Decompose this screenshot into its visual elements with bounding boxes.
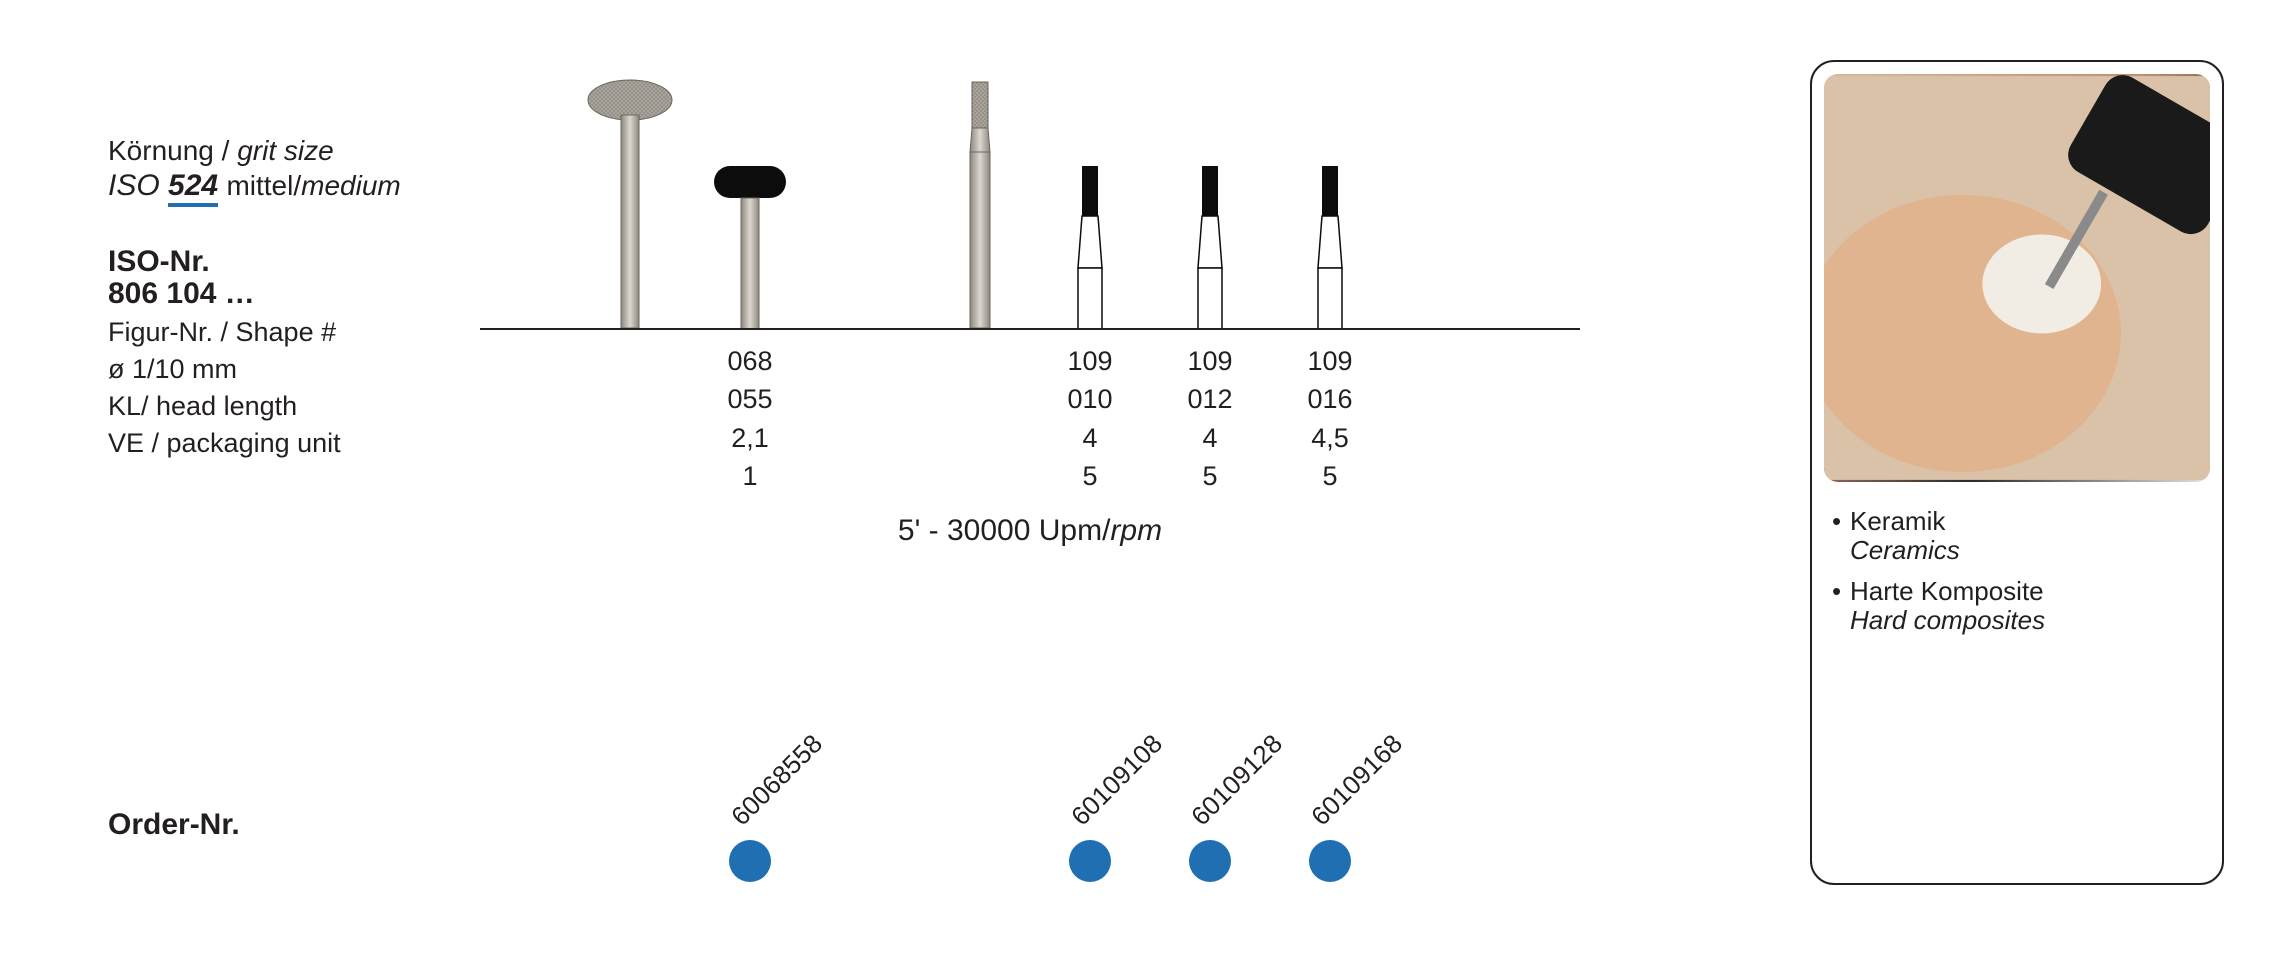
val-packaging: 5 — [1145, 457, 1275, 495]
grit-size-label: Körnung / grit size — [108, 135, 468, 167]
row-packaging-label: VE / packaging unit — [108, 428, 468, 459]
tool-cylinder-black — [1310, 118, 1350, 328]
val-packaging: 5 — [1265, 457, 1395, 495]
application-photo — [1824, 74, 2210, 482]
product-column: 109 012 4 5 — [1145, 70, 1275, 495]
product-column: 109 016 4,5 5 — [1265, 70, 1395, 495]
val-diameter: 055 — [685, 380, 815, 418]
material-list: •KeramikCeramics •Harte KompositeHard com… — [1824, 506, 2210, 636]
grit-medium-de: mittel — [226, 170, 293, 201]
val-packaging: 5 — [1025, 457, 1155, 495]
val-shape: 109 — [1265, 342, 1395, 380]
grit-color-dot — [1309, 840, 1351, 882]
material-de: Keramik — [1850, 506, 1945, 536]
val-headlength: 4 — [1025, 419, 1155, 457]
rpm-note: 5' - 30000 Upm/rpm — [480, 514, 1580, 548]
grit-color-dot — [1189, 840, 1231, 882]
product-column — [565, 70, 695, 342]
rpm-suffix: rpm — [1110, 514, 1162, 547]
photo-icon — [1824, 74, 2210, 482]
iso-nr-label: ISO-Nr. — [108, 245, 468, 279]
rpm-prefix: 5' - 30000 Upm/ — [898, 514, 1111, 547]
row-diameter-label: ø 1/10 mm — [108, 354, 468, 385]
material-en: Ceramics — [1832, 535, 2210, 566]
iso-prefix: ISO — [108, 169, 160, 202]
tool-wheel-black — [708, 118, 792, 328]
order-column: 60068558 — [685, 690, 815, 870]
val-diameter: 010 — [1025, 380, 1155, 418]
val-shape: 109 — [1145, 342, 1275, 380]
val-headlength: 2,1 — [685, 419, 815, 457]
order-nr-label: Order-Nr. — [108, 808, 240, 842]
tool-cylinder-black — [1070, 118, 1110, 328]
order-column: 60109108 — [1025, 690, 1155, 870]
grit-color-dot — [1069, 840, 1111, 882]
tool-cylinder-black — [1190, 118, 1230, 328]
iso-nr-value: 806 104 … — [108, 277, 468, 311]
material-en: Hard composites — [1832, 605, 2210, 636]
val-diameter: 016 — [1265, 380, 1395, 418]
val-diameter: 012 — [1145, 380, 1275, 418]
grit-de: Körnung — [108, 135, 214, 166]
order-number: 60109168 — [1305, 728, 1409, 832]
product-column: 068 055 2,1 1 — [685, 70, 815, 495]
material-item: •KeramikCeramics — [1832, 506, 2210, 566]
iso-number: 524 — [168, 169, 218, 207]
tool-wheel-diamond — [585, 70, 675, 328]
row-shape-label: Figur-Nr. / Shape # — [108, 317, 468, 348]
tool-cylinder-diamond — [960, 70, 1000, 328]
product-column: 109 010 4 5 — [1025, 70, 1155, 495]
order-column: 60109128 — [1145, 690, 1275, 870]
grit-color-dot — [729, 840, 771, 882]
application-box: •KeramikCeramics •Harte KompositeHard com… — [1810, 60, 2224, 885]
val-shape: 109 — [1025, 342, 1155, 380]
val-packaging: 1 — [685, 457, 815, 495]
spec-header-panel: Körnung / grit size ISO 524 mittel/mediu… — [108, 135, 468, 459]
order-number: 60068558 — [725, 728, 829, 832]
order-column: 60109168 — [1265, 690, 1395, 870]
grit-medium-en: medium — [301, 170, 401, 201]
val-headlength: 4,5 — [1265, 419, 1395, 457]
val-shape: 068 — [685, 342, 815, 380]
material-de: Harte Komposite — [1850, 576, 2044, 606]
grit-en: grit size — [237, 135, 333, 166]
material-item: •Harte KompositeHard composites — [1832, 576, 2210, 636]
val-headlength: 4 — [1145, 419, 1275, 457]
row-headlength-label: KL/ head length — [108, 391, 468, 422]
iso-grit-line: ISO 524 mittel/medium — [108, 169, 468, 203]
